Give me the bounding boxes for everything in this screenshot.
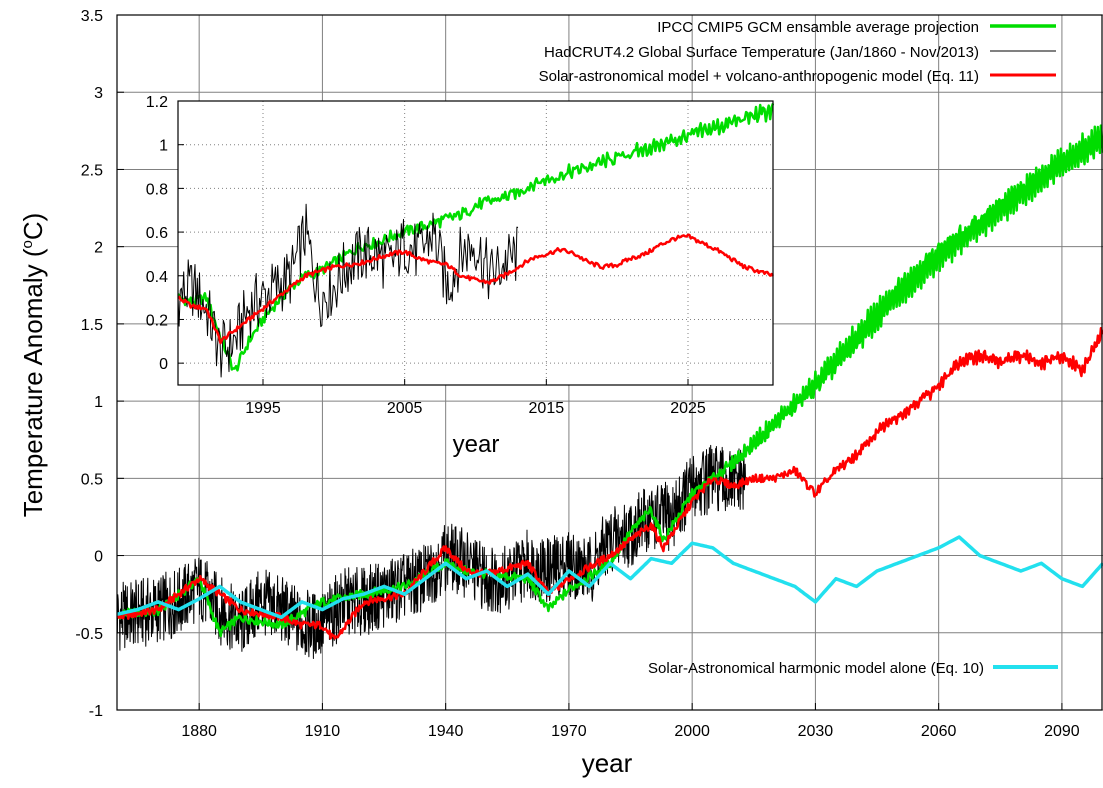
main-x-tick-label: 2030 <box>798 723 834 740</box>
legend-label: HadCRUT4.2 Global Surface Temperature (J… <box>544 44 979 61</box>
main-x-tick-label: 1880 <box>181 723 217 740</box>
inset-x-tick-label: 2015 <box>529 400 565 417</box>
inset-frame-rect <box>177 100 774 386</box>
inset-hadcrut-series-line <box>177 203 519 378</box>
main-x-tick-label: 1940 <box>428 723 464 740</box>
main-x-tick-label: 1970 <box>551 723 587 740</box>
main-y-tick-label: 1 <box>94 394 103 411</box>
main-y-tick-label: 1.5 <box>81 317 103 334</box>
inset-tick-labels: 1995 2005 2015 2025 0 0.2 0.4 0.6 0.8 1 1.2 <box>146 94 706 417</box>
inset-x-axis-title: year <box>453 431 500 458</box>
main-y-tick-label: 3.5 <box>81 8 103 25</box>
inset-y-tick-label: 1.2 <box>146 94 168 111</box>
inset-background <box>178 101 773 385</box>
inset-y-tick-label: 0.8 <box>146 181 168 198</box>
y-axis-title-unit: C) <box>18 213 48 240</box>
legend-label: IPCC CMIP5 GCM ensamble average projecti… <box>657 19 979 36</box>
inset-y-tick-label: 1 <box>159 138 168 155</box>
main-x-tick-label: 2000 <box>674 723 710 740</box>
main-y-tick-label: 0 <box>94 549 103 566</box>
y-axis-title-text: Temperature Anomaly ( <box>18 248 48 517</box>
inset-grid <box>178 100 773 385</box>
main-x-tick-label: 2090 <box>1044 723 1080 740</box>
inset-solar-volcano-series-line <box>177 233 774 345</box>
main-y-tick-label: 2.5 <box>81 162 103 179</box>
solar-volcano-series-line <box>116 327 1103 640</box>
solar-harmonic-series-line <box>116 535 1103 620</box>
main-y-tick-label: 2 <box>94 240 103 257</box>
inset-y-tick-label: 0.4 <box>146 269 168 286</box>
inset-plot-frame <box>177 100 774 386</box>
inset-x-tick-label: 2005 <box>387 400 423 417</box>
main-x-tick-label: 2060 <box>921 723 957 740</box>
inset-x-tick-label: 1995 <box>245 400 281 417</box>
inset-y-tick-label: 0.6 <box>146 225 168 242</box>
y-axis-title: Temperature Anomaly (oC) <box>18 213 48 518</box>
main-y-tick-label: 0.5 <box>81 471 103 488</box>
main-tick-labels: 1880 1910 1940 1970 2000 2030 2060 2090 -1 -0.5 0 0… <box>75 8 1079 740</box>
main-series-lines <box>116 124 1103 659</box>
inset-ipcc-series-line <box>177 102 775 372</box>
legend: IPCC CMIP5 GCM ensamble average projecti… <box>539 19 1056 85</box>
legend-label: Solar-Astronomical harmonic model alone … <box>648 660 984 677</box>
legend-label: Solar-astronomical model + volcano-anthr… <box>539 68 979 85</box>
main-y-tick-label: -0.5 <box>75 626 103 643</box>
inset-series-lines <box>177 102 775 378</box>
y-axis-title-superscript: o <box>19 240 36 248</box>
main-x-tick-label: 1910 <box>305 723 341 740</box>
legend-bottom: Solar-Astronomical harmonic model alone … <box>648 660 1058 677</box>
inset-y-tick-label: 0 <box>159 356 168 373</box>
main-frame-rect <box>116 14 1103 711</box>
main-plot-frame <box>116 14 1103 711</box>
inset-x-tick-label: 2025 <box>670 400 706 417</box>
main-y-tick-label: 3 <box>94 85 103 102</box>
main-y-tick-label: -1 <box>89 703 103 720</box>
hadcrut-series-line <box>116 444 747 659</box>
inset-y-tick-label: 0.2 <box>146 312 168 329</box>
x-axis-title: year <box>582 748 633 778</box>
